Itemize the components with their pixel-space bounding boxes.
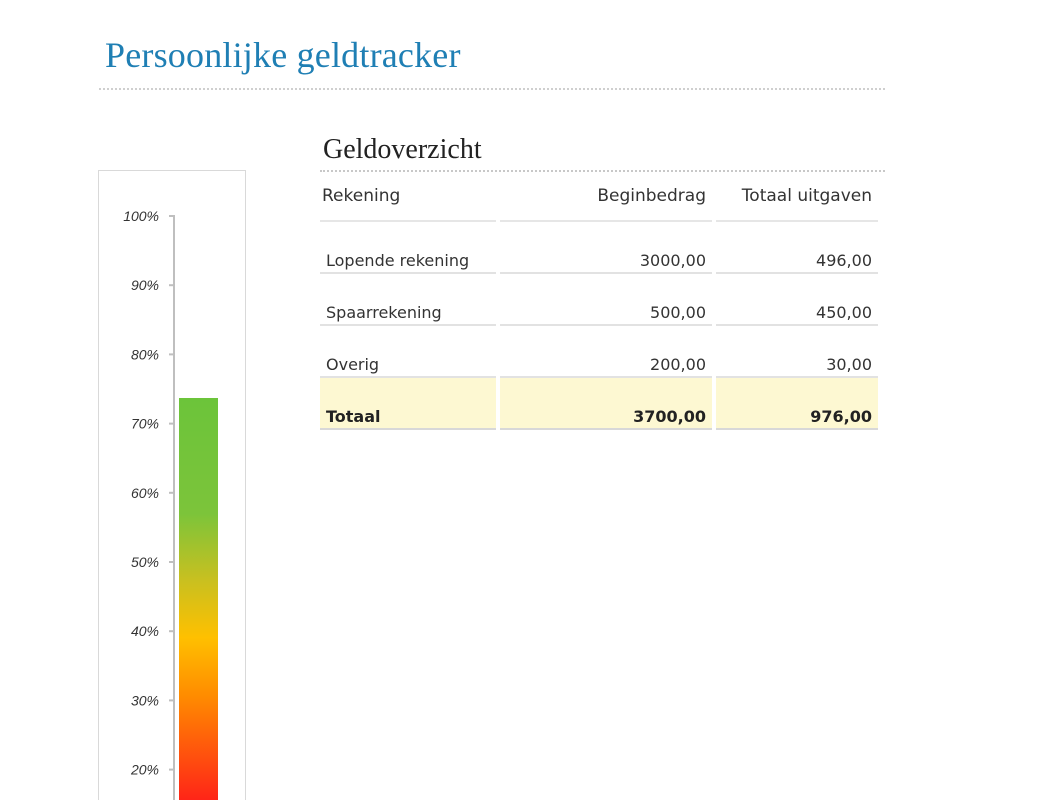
money-overview-table: Rekening Beginbedrag Totaal uitgaven Lop…: [316, 172, 882, 430]
cell-total-spent[interactable]: 496,00: [716, 222, 878, 274]
table-row: Overig 200,00 30,00: [320, 326, 878, 378]
cell-total-label[interactable]: Totaal: [320, 378, 496, 430]
cell-total-spent[interactable]: 450,00: [716, 274, 878, 326]
gauge-tick-label: 20%: [130, 762, 159, 778]
header-total-spent[interactable]: Totaal uitgaven: [716, 172, 878, 222]
spending-gauge: 100% 90% 80% 70% 60% 50% 40% 30% 20%: [123, 208, 218, 800]
cell-account[interactable]: Overig: [320, 326, 496, 378]
cell-begin-amount[interactable]: 200,00: [500, 326, 712, 378]
table-row: Lopende rekening 3000,00 496,00: [320, 222, 878, 274]
table-total-row: Totaal 3700,00 976,00: [320, 378, 878, 430]
cell-total-spent-amount[interactable]: 976,00: [716, 378, 878, 430]
section-title: Geldoverzicht: [323, 134, 482, 165]
header-account[interactable]: Rekening: [320, 172, 496, 222]
gauge-panel: 100% 90% 80% 70% 60% 50% 40% 30% 20%: [98, 170, 246, 800]
section-divider: [320, 170, 885, 172]
gauge-tick-label: 50%: [131, 554, 159, 570]
gauge-tick-label: 100%: [123, 208, 159, 224]
gauge-tick-label: 30%: [131, 692, 159, 708]
cell-account[interactable]: Spaarrekening: [320, 274, 496, 326]
page-title: Persoonlijke geldtracker: [105, 35, 461, 75]
header-begin-amount[interactable]: Beginbedrag: [500, 172, 712, 222]
gauge-tick-label: 70%: [131, 416, 159, 432]
cell-total-begin-amount[interactable]: 3700,00: [500, 378, 712, 430]
gauge-tick-label: 90%: [131, 277, 159, 293]
table-row: Spaarrekening 500,00 450,00: [320, 274, 878, 326]
gauge-bar: [179, 397, 218, 800]
cell-begin-amount[interactable]: 500,00: [500, 274, 712, 326]
cell-begin-amount[interactable]: 3000,00: [500, 222, 712, 274]
gauge-tick-label: 80%: [131, 346, 159, 362]
table-header-row: Rekening Beginbedrag Totaal uitgaven: [320, 172, 878, 222]
title-divider: [99, 88, 885, 90]
gauge-tick-label: 40%: [131, 623, 159, 639]
cell-account[interactable]: Lopende rekening: [320, 222, 496, 274]
cell-total-spent[interactable]: 30,00: [716, 326, 878, 378]
gauge-tick-label: 60%: [131, 485, 159, 501]
